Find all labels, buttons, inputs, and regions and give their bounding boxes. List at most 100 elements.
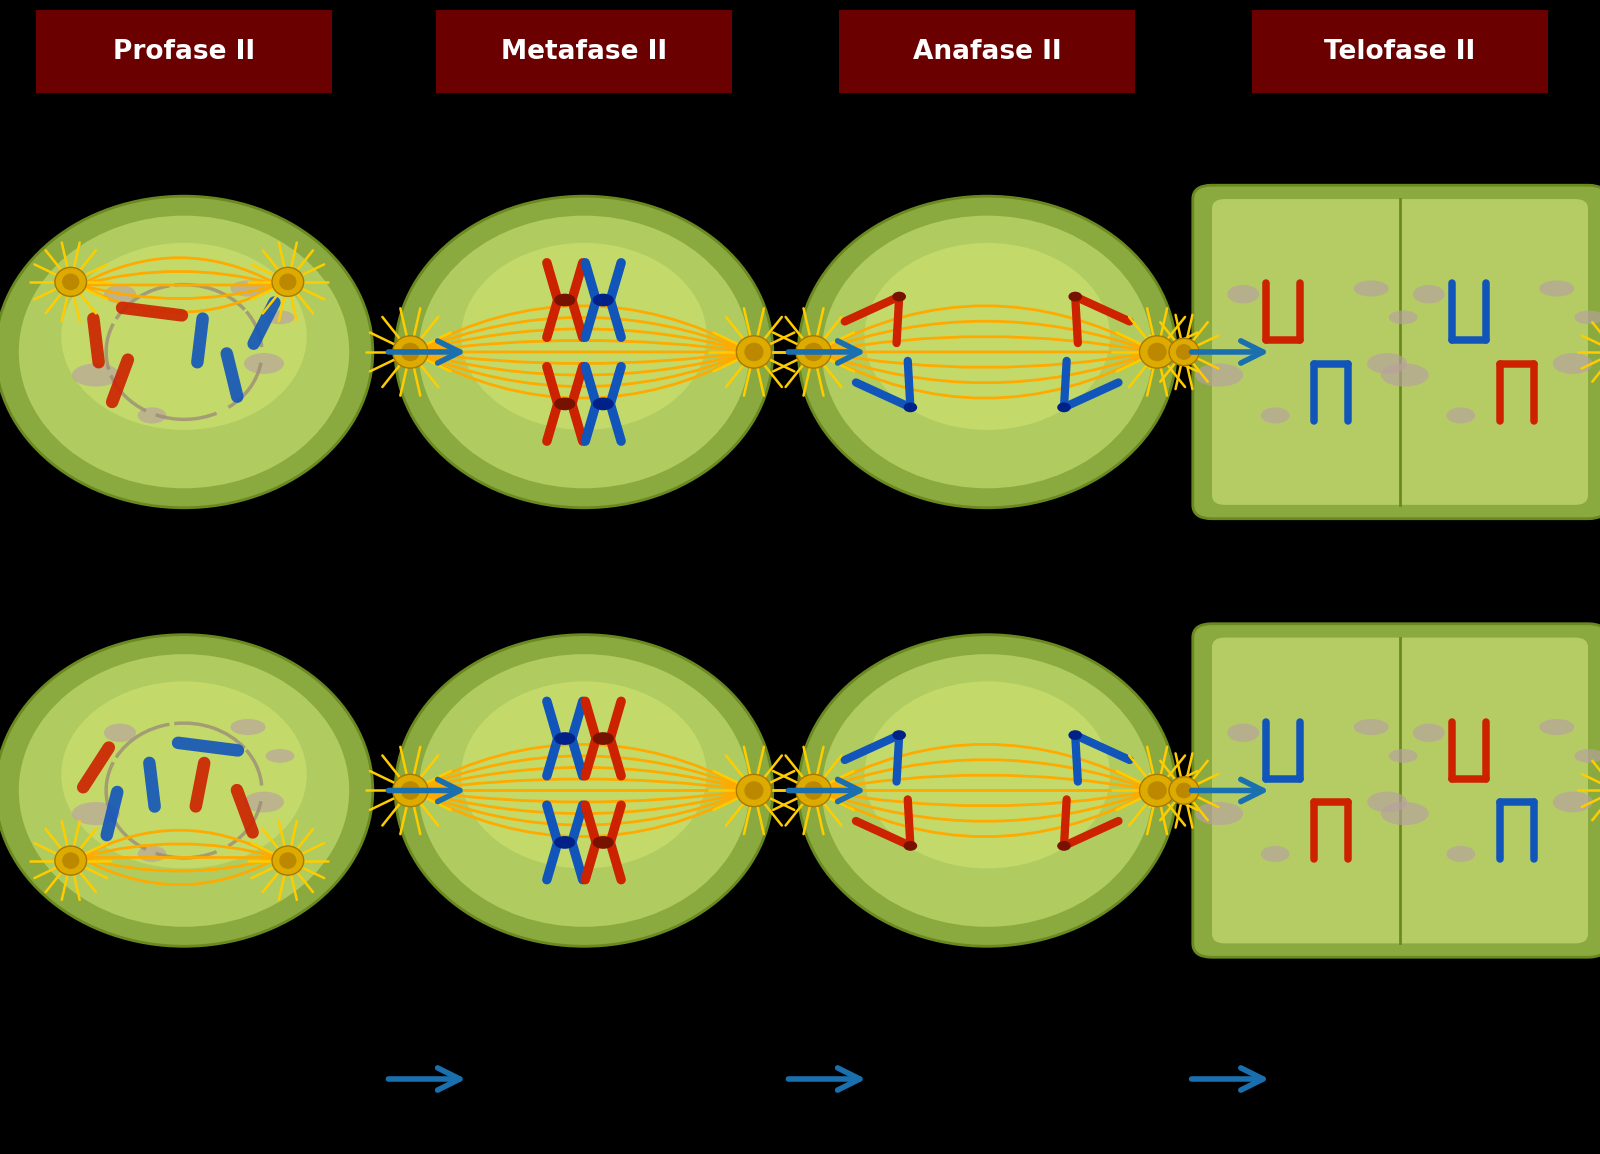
Ellipse shape xyxy=(744,343,763,361)
Ellipse shape xyxy=(864,243,1110,430)
Ellipse shape xyxy=(795,336,830,368)
Ellipse shape xyxy=(1058,403,1070,412)
Ellipse shape xyxy=(1176,782,1192,799)
Ellipse shape xyxy=(893,292,906,301)
Ellipse shape xyxy=(803,343,822,361)
Text: Profase II: Profase II xyxy=(114,39,254,65)
Ellipse shape xyxy=(461,243,707,430)
Ellipse shape xyxy=(1058,841,1070,850)
Ellipse shape xyxy=(104,285,136,304)
Ellipse shape xyxy=(1170,777,1198,804)
Ellipse shape xyxy=(1195,364,1243,387)
Ellipse shape xyxy=(1366,353,1408,374)
Ellipse shape xyxy=(1413,285,1445,304)
Ellipse shape xyxy=(1261,846,1290,862)
FancyBboxPatch shape xyxy=(1213,198,1587,505)
Ellipse shape xyxy=(1147,781,1166,800)
Ellipse shape xyxy=(1366,792,1408,812)
Ellipse shape xyxy=(54,846,86,875)
Ellipse shape xyxy=(230,280,266,297)
Ellipse shape xyxy=(138,407,166,424)
Ellipse shape xyxy=(798,196,1176,508)
Ellipse shape xyxy=(419,654,749,927)
Ellipse shape xyxy=(243,353,285,374)
Ellipse shape xyxy=(904,841,917,850)
Ellipse shape xyxy=(72,802,120,825)
Ellipse shape xyxy=(1069,292,1082,301)
Ellipse shape xyxy=(1170,338,1198,366)
Ellipse shape xyxy=(19,654,349,927)
Ellipse shape xyxy=(1139,774,1174,807)
Ellipse shape xyxy=(1381,364,1429,387)
Ellipse shape xyxy=(0,196,373,508)
Ellipse shape xyxy=(1195,802,1243,825)
Ellipse shape xyxy=(1413,724,1445,742)
Ellipse shape xyxy=(1354,280,1389,297)
Ellipse shape xyxy=(1261,407,1290,424)
Ellipse shape xyxy=(243,792,285,812)
Ellipse shape xyxy=(230,719,266,735)
Ellipse shape xyxy=(19,216,349,488)
Ellipse shape xyxy=(392,774,427,807)
Ellipse shape xyxy=(1446,846,1475,862)
Ellipse shape xyxy=(400,781,419,800)
Ellipse shape xyxy=(1139,336,1174,368)
Ellipse shape xyxy=(736,774,771,807)
Ellipse shape xyxy=(1389,310,1418,324)
Ellipse shape xyxy=(1176,344,1192,360)
Ellipse shape xyxy=(1069,730,1082,740)
Ellipse shape xyxy=(1574,749,1600,763)
Ellipse shape xyxy=(864,681,1110,868)
Ellipse shape xyxy=(744,781,763,800)
Ellipse shape xyxy=(798,635,1176,946)
Ellipse shape xyxy=(62,273,80,290)
Ellipse shape xyxy=(266,749,294,763)
Ellipse shape xyxy=(266,310,294,324)
Ellipse shape xyxy=(1539,719,1574,735)
FancyBboxPatch shape xyxy=(838,10,1136,93)
Ellipse shape xyxy=(1227,285,1259,304)
Ellipse shape xyxy=(54,268,86,297)
Ellipse shape xyxy=(61,243,307,430)
FancyBboxPatch shape xyxy=(1213,637,1587,944)
Ellipse shape xyxy=(138,846,166,862)
Ellipse shape xyxy=(395,635,773,946)
Ellipse shape xyxy=(736,336,771,368)
Ellipse shape xyxy=(592,732,614,745)
Ellipse shape xyxy=(592,835,614,849)
FancyBboxPatch shape xyxy=(435,10,731,93)
Ellipse shape xyxy=(554,732,576,745)
Ellipse shape xyxy=(1147,343,1166,361)
Ellipse shape xyxy=(1227,724,1259,742)
Ellipse shape xyxy=(419,216,749,488)
Ellipse shape xyxy=(795,774,830,807)
Ellipse shape xyxy=(400,343,419,361)
Ellipse shape xyxy=(1354,719,1389,735)
Ellipse shape xyxy=(395,196,773,508)
Text: Metafase II: Metafase II xyxy=(501,39,667,65)
Ellipse shape xyxy=(554,397,576,411)
Ellipse shape xyxy=(592,293,614,307)
Ellipse shape xyxy=(1554,792,1594,812)
Ellipse shape xyxy=(554,835,576,849)
Ellipse shape xyxy=(1446,407,1475,424)
Ellipse shape xyxy=(72,364,120,387)
Ellipse shape xyxy=(280,853,296,869)
Ellipse shape xyxy=(1381,802,1429,825)
FancyBboxPatch shape xyxy=(1251,10,1549,93)
Ellipse shape xyxy=(904,403,917,412)
Ellipse shape xyxy=(461,681,707,868)
Ellipse shape xyxy=(822,216,1152,488)
Ellipse shape xyxy=(554,293,576,307)
FancyBboxPatch shape xyxy=(1194,186,1600,519)
Text: Telofase II: Telofase II xyxy=(1325,39,1475,65)
Ellipse shape xyxy=(1539,280,1574,297)
Ellipse shape xyxy=(1389,749,1418,763)
Ellipse shape xyxy=(1554,353,1594,374)
Ellipse shape xyxy=(61,681,307,868)
Ellipse shape xyxy=(392,336,427,368)
Ellipse shape xyxy=(893,730,906,740)
FancyBboxPatch shape xyxy=(1194,623,1600,958)
Text: Anafase II: Anafase II xyxy=(914,39,1061,65)
Ellipse shape xyxy=(822,654,1152,927)
